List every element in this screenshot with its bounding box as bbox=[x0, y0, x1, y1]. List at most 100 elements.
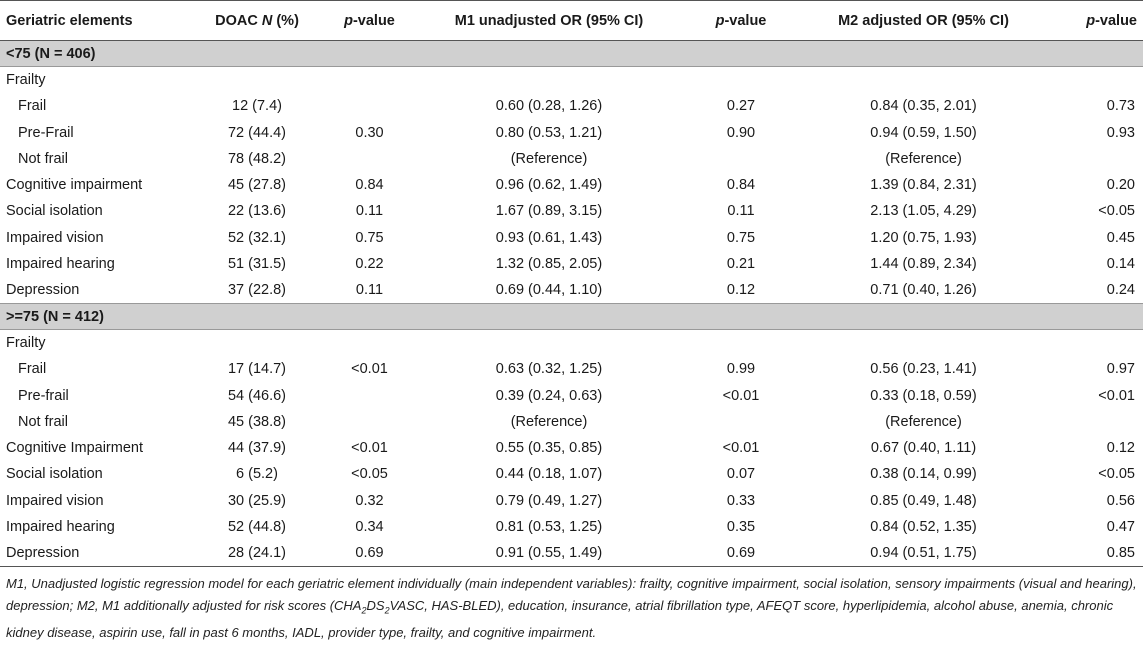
cell-doac-n: 6 (5.2) bbox=[236, 466, 278, 483]
cell-p-value: 0.84 bbox=[355, 177, 384, 194]
header-p-value-m2-italic: p bbox=[1086, 12, 1096, 29]
cell-label: Impaired hearing bbox=[6, 518, 115, 535]
cell-label: Not frail bbox=[18, 413, 68, 430]
cell-doac-n: 28 (24.1) bbox=[192, 540, 322, 567]
cell-m2-or bbox=[801, 67, 1046, 93]
table-row: Not frail 45 (38.8) (Reference) (Reference) bbox=[0, 409, 1143, 435]
table-body: <75 (N = 406) Frailty Frail 12 (7.4) 0.60 (0… bbox=[0, 39, 1143, 567]
cell-p-value: <0.01 bbox=[351, 361, 388, 378]
cell-p-value bbox=[322, 146, 417, 172]
cell-m1-or: 0.69 (0.44, 1.10) bbox=[495, 282, 603, 299]
footnote-part2: DS bbox=[366, 597, 385, 613]
cell-m2-p-value: <0.01 bbox=[1098, 387, 1135, 404]
cell-m1-p-value: 0.90 bbox=[726, 124, 756, 141]
table-row: Frail 17 (14.7) <0.01 0.63 (0.32, 1.25) 0.99… bbox=[0, 356, 1143, 382]
cell-m2-or: (Reference) bbox=[885, 413, 962, 430]
cell-m2-p-value: 0.14 bbox=[1106, 256, 1135, 273]
cell-m1-or: 0.91 (0.55, 1.49) bbox=[417, 540, 681, 567]
cell-m1-or: (Reference) bbox=[510, 413, 588, 430]
cell-m2-or: 0.38 (0.14, 0.99) bbox=[870, 466, 977, 483]
cell-m1-p-value: 0.33 bbox=[726, 492, 756, 509]
cell-label: Impaired vision bbox=[6, 492, 104, 509]
table-row: Social isolation 6 (5.2) <0.05 0.44 (0.18, … bbox=[0, 461, 1143, 487]
table-row: Social isolation 22 (13.6) 0.11 1.67 (0.89,… bbox=[0, 198, 1143, 224]
cell-m2-p-value: 0.85 bbox=[1046, 540, 1143, 567]
cell-m2-p-value: 0.73 bbox=[1106, 98, 1135, 115]
table-row: Depression 37 (22.8) 0.11 0.69 (0.44, 1.10)… bbox=[0, 277, 1143, 303]
group-label: >=75 (N = 412) bbox=[0, 302, 1143, 331]
table-row: Impaired vision 30 (25.9) 0.32 0.79 (0.49, … bbox=[0, 488, 1143, 514]
cell-m1-p-value: 0.11 bbox=[727, 203, 755, 220]
cell-m2-p-value: 0.47 bbox=[1106, 518, 1135, 535]
cell-m1-or: 0.79 (0.49, 1.27) bbox=[495, 492, 603, 509]
header-row: Geriatric elements DOAC N (%) p-value M1… bbox=[0, 0, 1143, 41]
cell-m2-or: 0.67 (0.40, 1.11) bbox=[870, 440, 977, 457]
cell-doac-n: 54 (46.6) bbox=[227, 387, 287, 404]
cell-m2-or: 0.85 (0.49, 1.48) bbox=[870, 492, 977, 509]
cell-m1-or: 1.32 (0.85, 2.05) bbox=[495, 256, 603, 273]
cell-m2-or: 0.33 (0.18, 0.59) bbox=[870, 387, 977, 404]
cell-label: Impaired vision bbox=[6, 229, 104, 246]
header-p-value-post: -value bbox=[352, 12, 395, 29]
cell-label: Frailty bbox=[6, 72, 46, 89]
cell-p-value: <0.01 bbox=[351, 440, 388, 457]
header-p-value-m1: p-value bbox=[681, 0, 801, 41]
cell-label: Pre-frail bbox=[18, 387, 69, 404]
cell-doac-n: 52 (32.1) bbox=[227, 229, 287, 246]
header-doac-n: DOAC N (%) bbox=[192, 0, 322, 41]
table-row: Frailty bbox=[0, 330, 1143, 356]
cell-m2-p-value bbox=[1046, 67, 1143, 93]
cell-label: Social isolation bbox=[6, 466, 103, 483]
cell-p-value bbox=[322, 93, 417, 119]
cell-doac-n: 78 (48.2) bbox=[227, 150, 287, 167]
cell-p-value bbox=[322, 382, 417, 408]
header-p-value-m1-post: -value bbox=[724, 12, 767, 29]
cell-p-value bbox=[322, 409, 417, 435]
header-doac-n-pre: DOAC bbox=[215, 12, 262, 29]
cell-p-value: 0.11 bbox=[355, 203, 384, 220]
cell-m1-p-value: 0.27 bbox=[726, 98, 756, 115]
cell-m2-or: (Reference) bbox=[885, 150, 962, 167]
cell-m1-or: 0.55 (0.35, 0.85) bbox=[495, 440, 603, 457]
footnote-part1: M1, Unadjusted logistic regression model… bbox=[6, 575, 1137, 613]
cell-m1-p-value: 0.35 bbox=[726, 518, 756, 535]
cell-p-value bbox=[322, 67, 417, 93]
cell-m1-or bbox=[417, 330, 681, 356]
cell-label: Frail bbox=[18, 361, 47, 378]
cell-label: Cognitive impairment bbox=[6, 177, 143, 194]
cell-m2-or: 0.94 (0.59, 1.50) bbox=[870, 124, 977, 141]
cell-p-value: 0.34 bbox=[355, 518, 384, 535]
cell-m1-p-value: 0.07 bbox=[726, 466, 756, 483]
cell-doac-n: 52 (44.8) bbox=[227, 518, 287, 535]
cell-doac-n: 17 (14.7) bbox=[227, 361, 287, 378]
cell-m1-p-value bbox=[681, 330, 801, 356]
cell-m1-or bbox=[417, 67, 681, 93]
cell-label: Impaired hearing bbox=[6, 256, 115, 273]
footnote-sub1: 2 bbox=[361, 605, 367, 616]
cell-m2-p-value: <0.05 bbox=[1098, 466, 1135, 483]
cell-doac-n bbox=[192, 67, 322, 93]
cell-doac-n: 30 (25.9) bbox=[227, 492, 287, 509]
cell-doac-n: 51 (31.5) bbox=[227, 256, 287, 273]
table-row: Not frail 78 (48.2) (Reference) (Reference) bbox=[0, 146, 1143, 172]
cell-m2-p-value: <0.05 bbox=[1098, 203, 1135, 220]
cell-doac-n: 37 (22.8) bbox=[227, 282, 287, 299]
cell-m1-p-value: 0.84 bbox=[726, 177, 756, 194]
header-geriatric-elements: Geriatric elements bbox=[0, 0, 192, 41]
cell-label: Frail bbox=[18, 98, 47, 115]
header-p-value-italic: p bbox=[344, 12, 353, 29]
cell-m2-p-value: 0.93 bbox=[1106, 124, 1135, 141]
cell-m2-or: 1.44 (0.89, 2.34) bbox=[870, 256, 977, 273]
cell-m2-or: 0.71 (0.40, 1.26) bbox=[870, 282, 977, 299]
table-header: Geriatric elements DOAC N (%) p-value M1… bbox=[0, 0, 1143, 41]
cell-doac-n bbox=[192, 330, 322, 356]
cell-doac-n: 72 (44.4) bbox=[227, 124, 287, 141]
cell-m1-p-value: 0.12 bbox=[726, 282, 756, 299]
table-row: Pre-Frail 72 (44.4) 0.30 0.80 (0.53, 1.21) 0… bbox=[0, 119, 1143, 145]
header-p-value-m1-italic: p bbox=[715, 12, 725, 29]
table-row: Depression 28 (24.1) 0.69 0.91 (0.55, 1.49)… bbox=[0, 540, 1143, 567]
group-header-row: >=75 (N = 412) bbox=[0, 302, 1143, 331]
cell-m2-p-value: 0.45 bbox=[1106, 229, 1135, 246]
cell-m1-p-value bbox=[681, 409, 801, 435]
cell-m2-or: 0.56 (0.23, 1.41) bbox=[870, 361, 977, 378]
